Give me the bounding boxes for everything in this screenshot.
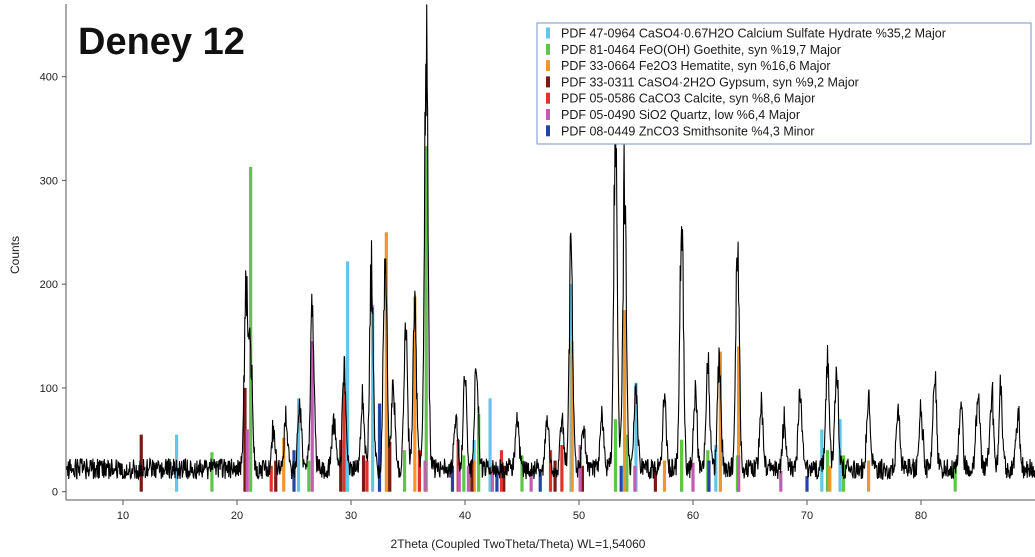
legend-entry: PDF 33-0664 Fe2O3 Hematite, syn %16,6 Ma… (561, 59, 831, 73)
x-tick-label: 30 (345, 510, 357, 522)
tick-marks: 10 20 30 40 50 60 70 80 0 100 200 300 400 (40, 72, 927, 522)
legend-swatch (546, 43, 550, 55)
legend-swatch (546, 76, 550, 88)
legend-entry: PDF 08-0449 ZnCO3 Smithsonite %4,3 Minor (561, 124, 815, 138)
legend-swatch (546, 109, 550, 120)
y-tick-label: 100 (40, 383, 58, 395)
legend-entry: PDF 05-0586 CaCO3 Calcite, syn %8,6 Majo… (561, 92, 815, 106)
legend-swatch (546, 125, 550, 137)
series-3-sticks (139, 387, 657, 492)
x-tick-label: 70 (801, 510, 813, 522)
series-5-sticks (245, 341, 783, 492)
legend: PDF 47-0964 CaSO4·0.67H2O Calcium Sulfat… (536, 22, 1032, 145)
y-tick-label: 400 (40, 72, 58, 84)
legend-entry: PDF 47-0964 CaSO4·0.67H2O Calcium Sulfat… (561, 27, 946, 41)
legend-entry: PDF 05-0490 SiO2 Quartz, low %6,4 Major (561, 108, 800, 122)
plot-area (65, 4, 1035, 492)
legend-entry: PDF 81-0464 FeO(OH) Goethite, syn %19,7 … (561, 43, 841, 57)
x-tick-label: 40 (459, 510, 471, 522)
x-tick-label: 80 (915, 510, 927, 522)
y-tick-label: 200 (40, 279, 58, 291)
y-tick-label: 0 (52, 487, 58, 499)
legend-entry: PDF 33-0311 CaSO4·2H2O Gypsum, syn %9,2 … (561, 75, 859, 89)
axes (65, 4, 1035, 501)
legend-swatch (546, 60, 550, 72)
x-tick-label: 20 (231, 510, 243, 522)
legend-swatch (546, 27, 550, 39)
legend-swatch (546, 92, 550, 104)
x-tick-label: 60 (687, 510, 699, 522)
measured-pattern-line (65, 4, 1035, 481)
x-tick-label: 50 (573, 510, 585, 522)
series-2-sticks (282, 232, 871, 492)
x-axis-title: 2Theta (Coupled TwoTheta/Theta) WL=1,540… (391, 537, 646, 551)
legend-box (536, 22, 1032, 145)
y-axis-title: Counts (8, 236, 22, 274)
chart-title: Deney 12 (78, 21, 245, 63)
y-tick-label: 300 (40, 175, 58, 187)
x-tick-label: 10 (117, 510, 129, 522)
